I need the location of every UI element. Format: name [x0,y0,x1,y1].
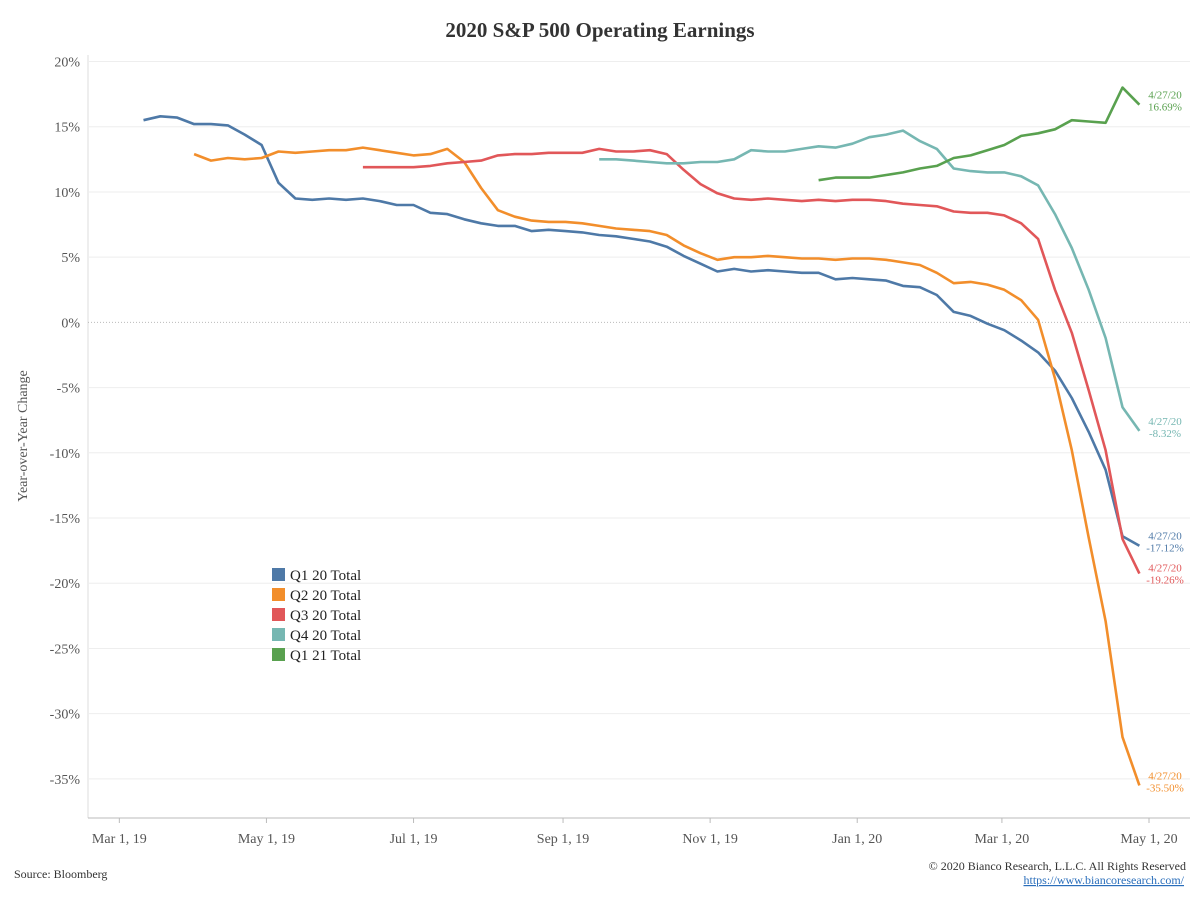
x-tick-label: Mar 1, 20 [974,832,1029,847]
x-tick-label: May 1, 19 [238,832,295,847]
end-date-label: 4/27/20 [1148,416,1182,428]
legend-swatch [272,608,285,621]
source: Source: Bloomberg [14,867,107,881]
copyright: © 2020 Bianco Research, L.L.C. All Right… [929,859,1186,873]
y-tick-label: -20% [50,577,81,592]
y-axis-label: Year-over-Year Change [16,370,31,502]
legend-label: Q3 20 Total [290,608,361,624]
series-line [362,147,1141,575]
x-tick-label: Sep 1, 19 [537,832,590,847]
x-tick-label: May 1, 20 [1120,832,1177,847]
y-tick-label: -5% [57,382,81,397]
x-tick-label: Nov 1, 19 [682,832,738,847]
series-line [193,146,1141,786]
legend-swatch [272,628,285,641]
legend-label: Q2 20 Total [290,588,361,604]
legend-swatch [272,568,285,581]
y-tick-label: -35% [50,773,81,788]
end-date-label: 4/27/20 [1148,770,1182,782]
y-tick-label: 0% [61,316,80,331]
y-tick-label: -15% [50,512,81,527]
end-value-label: -19.26% [1146,575,1184,587]
y-tick-label: -25% [50,642,81,657]
y-tick-label: 5% [61,251,80,266]
end-value-label: -17.12% [1146,543,1184,555]
y-tick-label: -10% [50,447,81,462]
legend-swatch [272,648,285,661]
end-date-label: 4/27/20 [1148,90,1182,102]
chart-title: 2020 S&P 500 Operating Earnings [445,18,754,42]
end-value-label: 16.69% [1148,102,1182,114]
series-line [143,115,1141,547]
y-tick-label: 15% [54,121,80,136]
x-tick-label: Mar 1, 19 [92,832,147,847]
end-value-label: -35.50% [1146,782,1184,794]
legend-swatch [272,588,285,601]
y-tick-label: 20% [54,56,80,71]
series-line [818,86,1141,182]
legend-label: Q4 20 Total [290,628,361,644]
y-tick-label: 10% [54,186,80,201]
link[interactable]: https://www.biancoresearch.com/ [1023,873,1184,887]
end-value-label: -8.32% [1149,428,1181,440]
end-date-label: 4/27/20 [1148,531,1182,543]
legend-label: Q1 20 Total [290,568,361,584]
y-tick-label: -30% [50,708,81,723]
series-line [599,129,1141,432]
legend-label: Q1 21 Total [290,648,361,664]
x-tick-label: Jan 1, 20 [832,832,882,847]
x-tick-label: Jul 1, 19 [390,832,438,847]
end-date-label: 4/27/20 [1148,563,1182,575]
